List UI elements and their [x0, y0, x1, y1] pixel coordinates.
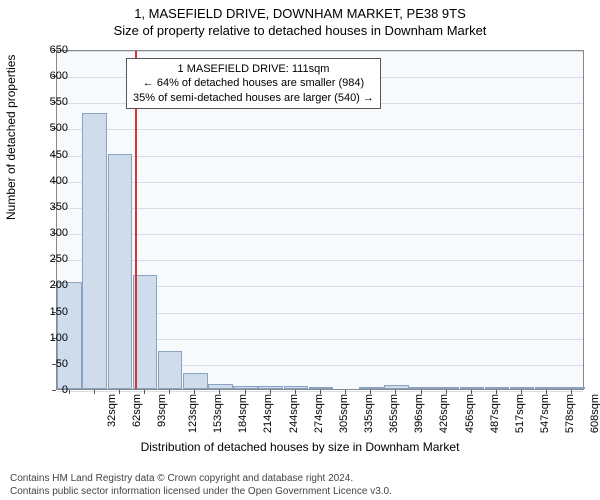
x-tick-label: 184sqm: [237, 394, 249, 433]
histogram-bar: [510, 387, 535, 389]
x-tick: [295, 390, 296, 394]
histogram-bar: [183, 373, 208, 389]
annotation-box: 1 MASEFIELD DRIVE: 111sqm ← 64% of detac…: [126, 58, 381, 109]
x-tick-label: 487sqm: [489, 394, 501, 433]
chart-title-line1: 1, MASEFIELD DRIVE, DOWNHAM MARKET, PE38…: [0, 0, 600, 21]
x-tick: [370, 390, 371, 394]
y-tick-label: 50: [38, 358, 68, 370]
x-tick: [270, 390, 271, 394]
x-tick: [571, 390, 572, 394]
x-tick: [169, 390, 170, 394]
annotation-line1: 1 MASEFIELD DRIVE: 111sqm: [133, 62, 374, 76]
x-tick: [345, 390, 346, 394]
y-tick-label: 150: [38, 306, 68, 318]
x-tick-label: 608sqm: [589, 394, 600, 433]
y-axis-label: Number of detached properties: [4, 55, 18, 220]
y-tick-label: 100: [38, 332, 68, 344]
x-tick-label: 244sqm: [288, 394, 300, 433]
x-tick: [521, 390, 522, 394]
y-tick-label: 0: [38, 384, 68, 396]
histogram-bar: [108, 154, 133, 389]
histogram-bar: [284, 386, 309, 389]
x-tick: [496, 390, 497, 394]
x-tick: [471, 390, 472, 394]
histogram-bar: [485, 387, 510, 389]
histogram-bar: [460, 387, 485, 389]
x-tick: [144, 390, 145, 394]
histogram-bar: [535, 387, 560, 389]
x-tick-label: 426sqm: [439, 394, 451, 433]
y-tick-label: 200: [38, 279, 68, 291]
footer-line2: Contains public sector information licen…: [10, 486, 392, 499]
chart-title-line2: Size of property relative to detached ho…: [0, 21, 600, 42]
y-tick-label: 650: [38, 44, 68, 56]
footer-attribution: Contains HM Land Registry data © Crown c…: [10, 473, 392, 498]
y-tick-label: 350: [38, 201, 68, 213]
plot-area: 1 MASEFIELD DRIVE: 111sqm ← 64% of detac…: [56, 50, 584, 390]
footer-line1: Contains HM Land Registry data © Crown c…: [10, 473, 392, 486]
x-tick: [219, 390, 220, 394]
x-tick: [94, 390, 95, 394]
x-tick-label: 517sqm: [514, 394, 526, 433]
y-tick-label: 450: [38, 149, 68, 161]
y-tick-label: 500: [38, 122, 68, 134]
x-tick: [421, 390, 422, 394]
x-tick-label: 456sqm: [464, 394, 476, 433]
x-tick-label: 396sqm: [413, 394, 425, 433]
y-tick-label: 400: [38, 175, 68, 187]
x-tick-label: 62sqm: [131, 394, 143, 427]
x-tick: [194, 390, 195, 394]
x-tick-label: 335sqm: [363, 394, 375, 433]
histogram-bar: [309, 387, 334, 389]
x-tick: [446, 390, 447, 394]
histogram-bar: [409, 387, 434, 389]
annotation-line2: ← 64% of detached houses are smaller (98…: [133, 76, 374, 90]
x-tick-label: 274sqm: [313, 394, 325, 433]
annotation-line3: 35% of semi-detached houses are larger (…: [133, 91, 374, 105]
x-tick-label: 305sqm: [338, 394, 350, 433]
chart-container: 1, MASEFIELD DRIVE, DOWNHAM MARKET, PE38…: [0, 0, 600, 500]
x-tick-label: 547sqm: [539, 394, 551, 433]
x-tick-label: 214sqm: [263, 394, 275, 433]
x-tick-label: 93sqm: [156, 394, 168, 427]
x-tick-label: 578sqm: [564, 394, 576, 433]
y-tick-label: 600: [38, 70, 68, 82]
x-tick: [320, 390, 321, 394]
histogram-bar: [258, 386, 283, 389]
histogram-bar: [233, 386, 258, 389]
x-tick-label: 365sqm: [388, 394, 400, 433]
histogram-bar: [82, 113, 107, 389]
y-tick-label: 550: [38, 96, 68, 108]
x-tick: [119, 390, 120, 394]
x-tick: [245, 390, 246, 394]
x-tick-label: 153sqm: [212, 394, 224, 433]
x-axis-label: Distribution of detached houses by size …: [0, 440, 600, 454]
x-tick: [395, 390, 396, 394]
x-tick: [69, 390, 70, 394]
histogram-bar: [208, 384, 233, 389]
x-tick: [546, 390, 547, 394]
y-tick-label: 250: [38, 253, 68, 265]
histogram-bar: [434, 387, 459, 389]
y-tick-label: 300: [38, 227, 68, 239]
histogram-bar: [384, 385, 409, 389]
x-tick-label: 123sqm: [187, 394, 199, 433]
histogram-bar: [158, 351, 183, 389]
x-tick-label: 32sqm: [106, 394, 118, 427]
histogram-bar: [560, 387, 585, 389]
histogram-bar: [359, 387, 384, 389]
